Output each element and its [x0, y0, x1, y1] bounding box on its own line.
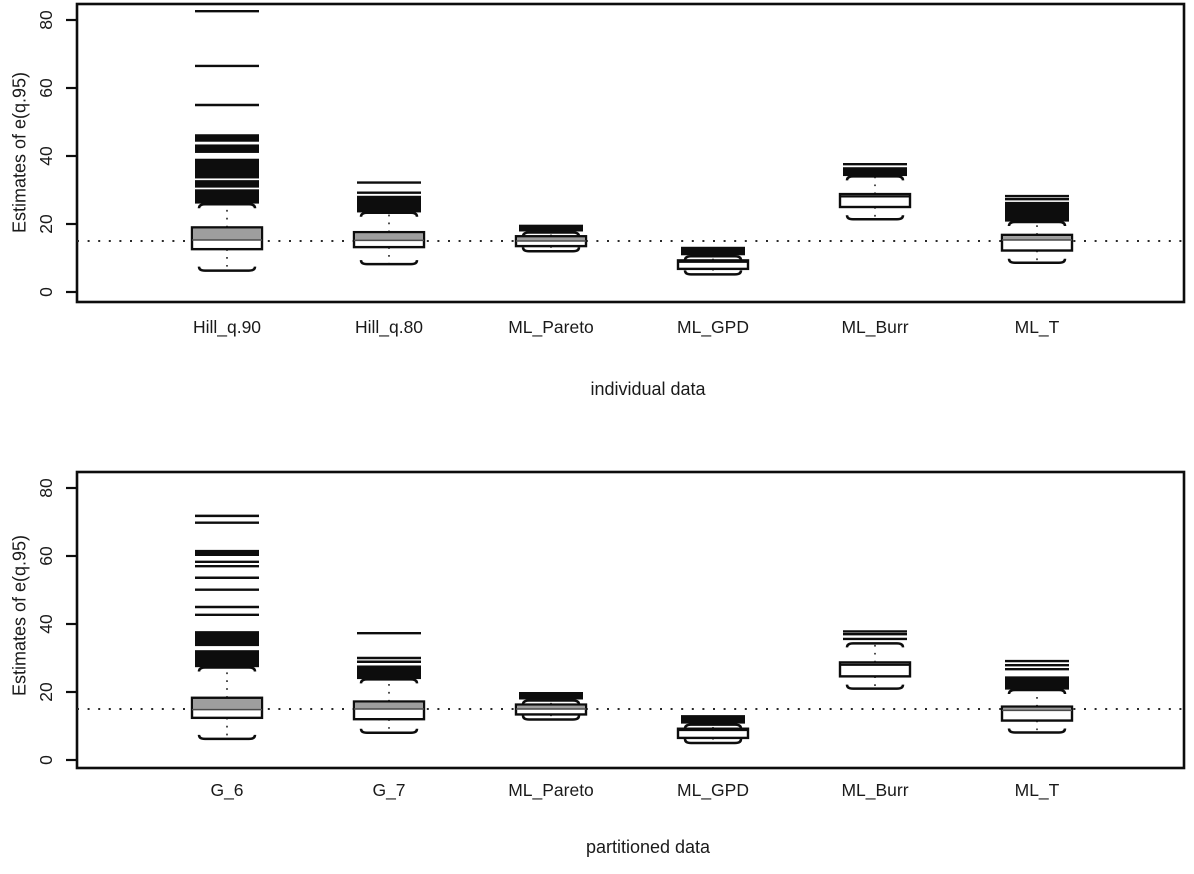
panel1-y-tick-label: 80 — [36, 10, 56, 30]
panel1-plot-border — [75, 2, 1186, 304]
panel2-category-label-g-6: G_6 — [210, 780, 243, 801]
panel2-box-ml-gpd-upper-cap — [683, 723, 743, 729]
panel1-box-hill-q-80-outlier-band — [357, 195, 421, 213]
panel1-y-tick-label: 0 — [36, 287, 56, 297]
panel1-box-ml-gpd-upper-cap — [683, 255, 743, 261]
panel2-box-ml-burr-upper-cap — [845, 642, 905, 648]
panel2-category-label-ml-burr: ML_Burr — [841, 780, 908, 801]
panel2-box-ml-t-upper-cap — [1007, 688, 1067, 695]
panel2-y-tick-label: 20 — [36, 682, 56, 702]
panel1-category-label-ml-t: ML_T — [1015, 317, 1060, 338]
panel2-box-ml-pareto-upper-cap — [521, 699, 581, 705]
panel2-plot-border — [75, 470, 1186, 770]
panel1-box-ml-pareto-upper-cap — [521, 231, 581, 237]
panel2-y-tick-label: 60 — [36, 546, 56, 566]
panel1-box-ml-t-lower-cap — [1007, 258, 1067, 265]
panel1-box-ml-gpd-iqr-box — [676, 259, 750, 271]
panel2-box-g-6-gray-upper-half — [193, 698, 261, 710]
panel1-y-tick-label: 60 — [36, 78, 56, 98]
panel2-box-g-6-outlier-band — [195, 650, 259, 668]
panel1-box-ml-pareto-outlier-band — [519, 224, 583, 232]
panel2-box-g-6-upper-cap — [197, 666, 257, 672]
panel2-box-g-7-upper-cap — [359, 678, 419, 684]
panel2-y-tick-label: 0 — [36, 755, 56, 765]
panel1-y-axis-title: Estimates of e(q.95) — [9, 71, 30, 234]
panel1-x-axis-title: individual data — [590, 379, 706, 399]
panel1-box-ml-pareto-gray-upper-half — [517, 237, 585, 241]
panel1-box-ml-t-gray-upper-half — [1003, 236, 1071, 240]
panel2-box-ml-gpd-outlier-band — [681, 715, 745, 724]
panel2-box-ml-t-gray-upper-half — [1003, 707, 1071, 711]
panel2-category-label-ml-gpd: ML_GPD — [677, 780, 749, 801]
panel2-category-label-ml-t: ML_T — [1015, 780, 1060, 801]
panel1-box-ml-burr-upper-cap — [845, 175, 905, 181]
panel1-box-hill-q-90-lower-cap — [197, 266, 257, 272]
panel1-box-hill-q-80-lower-cap — [359, 260, 419, 266]
panel2-x-axis-title: partitioned data — [585, 837, 711, 857]
panel2-box-ml-pareto-outlier-band — [519, 692, 583, 700]
panel2-box-g-7-gray-upper-half — [355, 702, 423, 709]
panel1-category-label-ml-gpd: ML_GPD — [677, 317, 749, 338]
panel2-category-label-ml-pareto: ML_Pareto — [508, 780, 594, 801]
panel2-box-g-6-outlier-band — [195, 631, 259, 647]
panel1-box-ml-gpd-lower-cap — [683, 270, 743, 276]
panel2-y-tick-label: 80 — [36, 478, 56, 498]
panel1-box-hill-q-90-gray-upper-half — [193, 228, 261, 240]
panel1-box-ml-burr-outlier-band — [843, 167, 907, 177]
panel1-category-label-hill-q-90: Hill_q.90 — [193, 317, 261, 338]
panel2-box-g-7-outlier-band — [357, 665, 421, 680]
panel2-box-ml-pareto-lower-cap — [521, 715, 581, 721]
panel2-y-tick-label: 40 — [36, 614, 56, 634]
panel2-box-ml-pareto-gray-upper-half — [517, 705, 585, 709]
panel2-box-ml-t-lower-cap — [1007, 728, 1067, 734]
panel2-box-ml-gpd-lower-cap — [683, 738, 743, 745]
panel2-category-label-g-7: G_7 — [372, 780, 405, 801]
panel1-category-label-hill-q-80: Hill_q.80 — [355, 317, 423, 338]
panel1-box-hill-q-90-outlier-band — [195, 189, 259, 204]
panel1-box-ml-t-outlier-band — [1005, 201, 1069, 222]
panel2-box-g-6-outlier-band — [195, 549, 259, 556]
panel1-box-hill-q-80-gray-upper-half — [355, 233, 423, 241]
panel2-box-ml-burr-lower-cap — [845, 684, 905, 690]
panel1-box-hill-q-90-outlier-band — [195, 144, 259, 153]
panel1-box-hill-q-90-outlier-band — [195, 134, 259, 142]
panel1-box-ml-gpd-outlier-band — [681, 246, 745, 256]
panel1-box-ml-t-upper-cap — [1007, 220, 1067, 227]
panel2-box-g-7-lower-cap — [359, 728, 419, 735]
panel1-box-hill-q-90-outlier-band — [195, 158, 259, 179]
panel2-box-ml-gpd-iqr-box — [676, 727, 750, 740]
panel2-box-g-6-lower-cap — [197, 734, 257, 741]
panel2-box-ml-t-outlier-band — [1005, 676, 1069, 690]
panel1-y-tick-label: 20 — [36, 214, 56, 234]
panel1-box-ml-burr-lower-cap — [845, 215, 905, 221]
panel1-box-hill-q-90-outlier-band — [195, 180, 259, 188]
panel1-y-tick-label: 40 — [36, 146, 56, 166]
panel2-box-ml-burr-iqr-box — [838, 661, 912, 678]
panel1-category-label-ml-burr: ML_Burr — [841, 317, 908, 338]
panel1-box-ml-pareto-lower-cap — [521, 247, 581, 253]
panel1-box-hill-q-80-upper-cap — [359, 211, 419, 217]
panel1-category-label-ml-pareto: ML_Pareto — [508, 317, 594, 338]
panel2-y-axis-title: Estimates of e(q.95) — [9, 534, 30, 697]
panel1-box-hill-q-90-upper-cap — [197, 203, 257, 209]
